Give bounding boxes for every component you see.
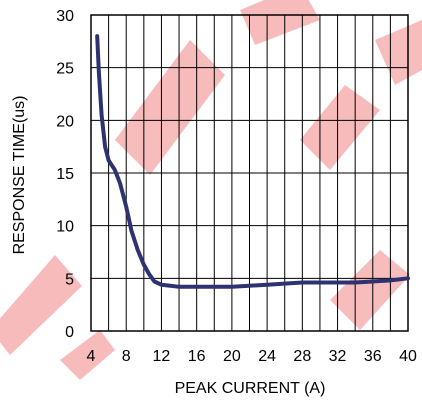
x-tick-label: 20 xyxy=(223,348,241,365)
y-tick-label: 5 xyxy=(65,271,74,288)
x-tick-labels: 4 8 12 16 20 24 28 32 36 40 xyxy=(87,348,417,365)
y-axis-label: RESPONSE TIME(us) xyxy=(11,96,28,255)
grid xyxy=(91,15,408,331)
y-tick-label: 10 xyxy=(56,219,74,236)
x-tick-label: 8 xyxy=(122,348,131,365)
y-tick-label: 15 xyxy=(56,166,74,183)
x-tick-label: 28 xyxy=(293,348,311,365)
series-line-1 xyxy=(95,34,410,289)
y-tick-label: 0 xyxy=(65,324,74,341)
y-tick-label: 20 xyxy=(56,113,74,130)
x-axis-label: PEAK CURRENT (A) xyxy=(175,380,326,397)
x-tick-label: 36 xyxy=(364,348,382,365)
plot-frame xyxy=(90,14,409,332)
x-tick-label: 12 xyxy=(153,348,171,365)
y-tick-labels: 0 5 10 15 20 25 30 xyxy=(56,8,74,341)
x-tick-label: 16 xyxy=(188,348,206,365)
x-tick-label: 24 xyxy=(258,348,276,365)
y-tick-label: 30 xyxy=(56,8,74,25)
x-tick-label: 32 xyxy=(329,348,347,365)
plot-border xyxy=(90,14,409,332)
x-tick-label: 40 xyxy=(399,348,417,365)
y-tick-label: 25 xyxy=(56,61,74,78)
series-layer xyxy=(95,34,410,289)
x-tick-label: 4 xyxy=(87,348,96,365)
